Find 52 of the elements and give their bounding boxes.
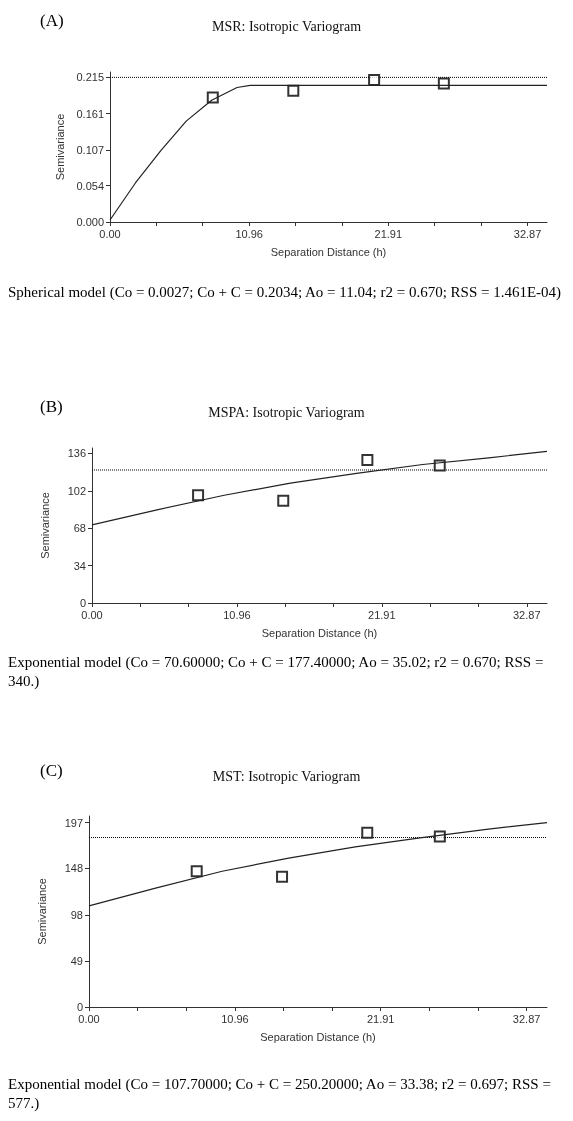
x-tick-label: 10.96 <box>235 227 263 240</box>
x-axis-title: Separation Distance (h) <box>261 626 378 639</box>
x-tick-label: 32.87 <box>513 227 542 240</box>
y-tick-label: 0.215 <box>76 71 104 84</box>
x-tick-label: 32.87 <box>513 608 541 621</box>
line-series <box>88 821 548 907</box>
y-tick-label: 0.054 <box>76 179 104 192</box>
y-axis-title: Semivariance <box>54 113 67 181</box>
y-axis-title: Semivariance <box>38 492 51 559</box>
text: (C) <box>40 761 63 780</box>
x-tick-label: 0.00 <box>99 227 121 240</box>
y-tick-label: 0.000 <box>76 216 104 228</box>
y-tick-label: 148 <box>64 862 83 875</box>
point <box>277 494 290 507</box>
text: Exponential model (Co = 70.60000; Co + C = 177.40000; Ao = 35.02; r2 = 0.670; RSS = 340.) <box>8 653 548 690</box>
chart-title: MSPA: Isotropic Variogram <box>208 404 365 420</box>
point <box>287 84 300 97</box>
y-tick-label: 68 <box>73 522 86 535</box>
y-tick-label: 197 <box>64 816 83 829</box>
point <box>437 77 450 90</box>
x-tick-label: 10.96 <box>223 608 251 621</box>
chart-title: MST: Isotropic Variogram <box>212 768 361 784</box>
y-tick-label: 136 <box>67 447 86 460</box>
y-tick-label: 0 <box>79 597 86 609</box>
x-tick-label: 21.91 <box>374 227 403 240</box>
y-tick-label: 98 <box>70 909 83 922</box>
text: (B) <box>40 397 63 416</box>
line-series <box>91 450 548 526</box>
x-tick-label: 0.00 <box>81 608 103 621</box>
text: (A) <box>40 11 64 30</box>
point <box>190 865 203 878</box>
x-tick-label: 21.91 <box>368 608 396 621</box>
point <box>361 826 374 839</box>
point <box>361 454 374 467</box>
x-tick-label: 0.00 <box>78 1012 100 1025</box>
x-axis-title: Separation Distance (h) <box>260 1030 376 1043</box>
y-tick-label: 0 <box>76 1001 83 1013</box>
y-tick-label: 34 <box>73 559 86 572</box>
y-tick-label: 0.161 <box>76 107 104 120</box>
point <box>276 870 289 883</box>
x-tick-label: 21.91 <box>366 1012 395 1025</box>
chart-title: MSR: Isotropic Variogram <box>211 18 362 34</box>
y-tick-label: 0.107 <box>76 144 104 157</box>
y-axis-title: Semivariance <box>35 878 48 945</box>
y-tick-label: 102 <box>67 484 86 497</box>
text: Exponential model (Co = 107.70000; Co + C = 250.20000; Ao = 33.38; r2 = 0.697; RSS = 577.) <box>8 1075 555 1112</box>
text: Spherical model (Co = 0.0027; Co + C = 0.2034; Ao = 11.04; r2 = 0.670; RSS = 1.461E-04) <box>8 283 562 301</box>
y-tick-label: 49 <box>70 955 83 968</box>
point <box>192 489 205 502</box>
x-tick-label: 10.96 <box>221 1012 249 1025</box>
x-tick-label: 32.87 <box>512 1012 541 1025</box>
x-axis-title: Separation Distance (h) <box>270 245 387 258</box>
